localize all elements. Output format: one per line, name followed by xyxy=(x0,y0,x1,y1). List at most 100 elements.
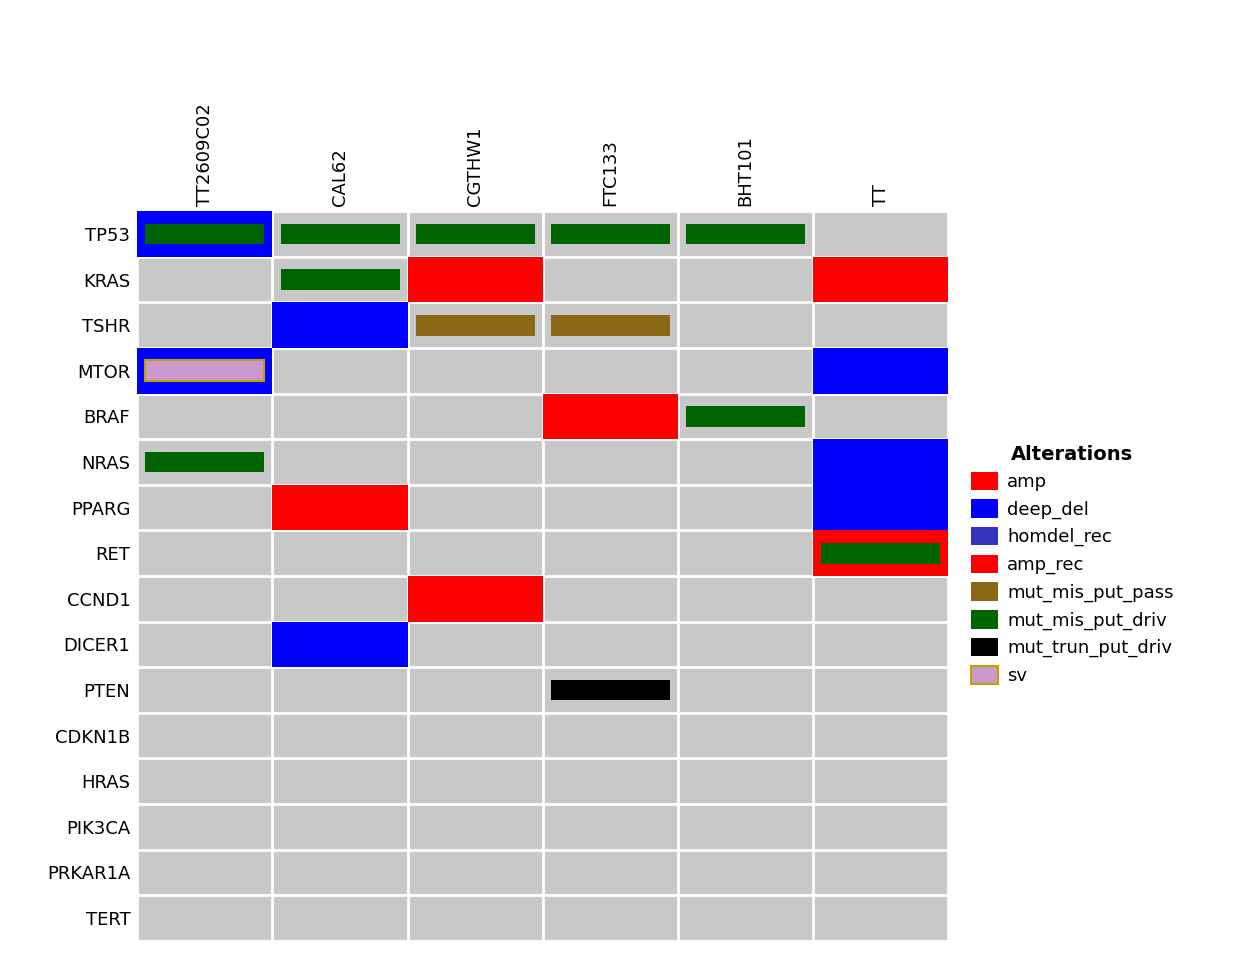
Bar xyxy=(272,485,408,530)
Bar xyxy=(678,804,814,850)
Bar xyxy=(814,667,948,712)
Bar xyxy=(408,485,543,530)
Bar xyxy=(145,451,265,472)
Bar xyxy=(137,667,272,712)
Bar xyxy=(814,348,948,394)
Bar xyxy=(543,895,678,941)
Bar xyxy=(678,256,814,302)
Bar xyxy=(408,895,543,941)
Bar xyxy=(272,485,408,530)
Bar xyxy=(814,348,948,394)
Bar xyxy=(145,360,265,381)
Bar xyxy=(678,850,814,895)
Bar xyxy=(678,394,814,439)
Bar xyxy=(137,485,272,530)
Bar xyxy=(678,667,814,712)
Bar xyxy=(137,804,272,850)
Bar xyxy=(678,348,814,394)
Bar xyxy=(137,348,272,394)
Bar xyxy=(408,394,543,439)
Bar xyxy=(408,850,543,895)
Bar xyxy=(814,256,948,302)
Bar xyxy=(543,667,678,712)
Bar xyxy=(678,302,814,348)
Bar xyxy=(137,302,272,348)
Bar xyxy=(550,224,670,245)
Bar xyxy=(272,895,408,941)
Bar xyxy=(281,224,399,245)
Legend: amp, deep_del, homdel_rec, amp_rec, mut_mis_put_pass, mut_mis_put_driv, mut_trun: amp, deep_del, homdel_rec, amp_rec, mut_… xyxy=(966,439,1179,690)
Bar xyxy=(543,622,678,667)
Bar xyxy=(678,576,814,622)
Bar xyxy=(408,667,543,712)
Bar xyxy=(272,758,408,804)
Bar xyxy=(272,530,408,576)
Bar xyxy=(814,302,948,348)
Bar xyxy=(678,439,814,485)
Bar xyxy=(543,758,678,804)
Bar xyxy=(272,211,408,256)
Bar xyxy=(137,211,272,256)
Bar xyxy=(137,256,272,302)
Bar xyxy=(408,712,543,758)
Bar xyxy=(678,895,814,941)
Bar xyxy=(137,211,272,256)
Bar xyxy=(814,485,948,530)
Bar xyxy=(272,394,408,439)
Bar xyxy=(814,576,948,622)
Bar xyxy=(272,850,408,895)
Bar xyxy=(678,622,814,667)
Bar xyxy=(814,439,948,485)
Bar xyxy=(408,211,543,256)
Bar xyxy=(416,224,534,245)
Bar xyxy=(272,348,408,394)
Bar xyxy=(272,302,408,348)
Bar xyxy=(272,439,408,485)
Bar xyxy=(137,850,272,895)
Bar xyxy=(543,302,678,348)
Bar xyxy=(137,758,272,804)
Bar xyxy=(272,622,408,667)
Bar xyxy=(814,530,948,576)
Bar xyxy=(814,622,948,667)
Bar xyxy=(137,576,272,622)
Bar xyxy=(137,712,272,758)
Bar xyxy=(678,712,814,758)
Bar xyxy=(272,712,408,758)
Bar xyxy=(543,576,678,622)
Bar xyxy=(543,712,678,758)
Bar xyxy=(137,439,272,485)
Bar xyxy=(137,895,272,941)
Bar xyxy=(550,315,670,336)
Bar xyxy=(137,394,272,439)
Bar xyxy=(814,211,948,256)
Bar xyxy=(408,804,543,850)
Bar xyxy=(408,256,543,302)
Bar xyxy=(272,256,408,302)
Bar xyxy=(416,315,534,336)
Bar xyxy=(137,622,272,667)
Bar xyxy=(543,211,678,256)
Bar xyxy=(408,439,543,485)
Bar xyxy=(543,439,678,485)
Bar xyxy=(814,485,948,530)
Bar xyxy=(686,406,805,427)
Bar xyxy=(272,302,408,348)
Bar xyxy=(814,895,948,941)
Bar xyxy=(814,758,948,804)
Bar xyxy=(408,256,543,302)
Bar xyxy=(272,667,408,712)
Bar xyxy=(821,542,940,564)
Bar xyxy=(686,224,805,245)
Bar xyxy=(814,530,948,576)
Bar xyxy=(543,256,678,302)
Bar xyxy=(272,576,408,622)
Bar xyxy=(137,348,272,394)
Bar xyxy=(408,348,543,394)
Bar xyxy=(814,850,948,895)
Bar xyxy=(543,348,678,394)
Bar xyxy=(678,211,814,256)
Bar xyxy=(272,804,408,850)
Bar xyxy=(408,302,543,348)
Bar xyxy=(814,439,948,485)
